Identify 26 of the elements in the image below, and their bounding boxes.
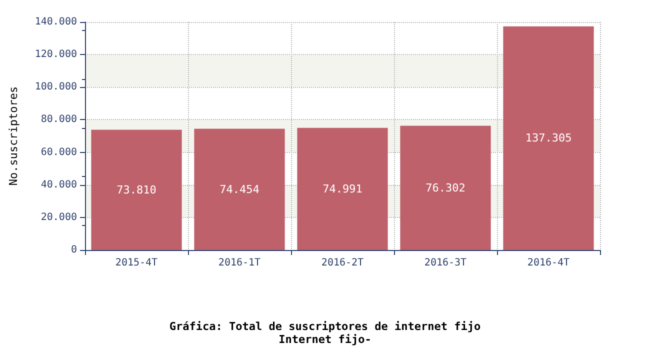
text: Internet fijo- [278,333,372,346]
y-tick-label: 0 [70,244,77,256]
x-tick-label: 2016-2T [321,258,364,268]
data-label: 76.302 [426,181,466,194]
data-label: 74.991 [322,182,362,196]
y-tick-label: 20.000 [40,212,77,223]
x-tick-label: 2016-1T [218,258,261,268]
data-label: 74.454 [220,182,260,196]
bar [400,126,491,250]
bar [194,128,285,250]
x-tick-label: 2016-3T [424,258,467,268]
bar [91,130,182,250]
data-label: 73.810 [116,183,156,196]
y-tick-label: 80.000 [40,114,77,126]
data-label: 137.305 [525,132,572,145]
text: Gráfica: Total de suscriptores de internet fijo [169,320,482,333]
y-axis-title: No.suscriptores [7,86,20,186]
y-tick-label: 120.000 [34,49,77,60]
y-tick-label: 60.000 [40,146,77,158]
bar [297,128,388,250]
bar [503,26,594,250]
x-tick-label: 2016-4T [527,258,570,268]
y-tick-label: 100.000 [34,82,77,93]
y-tick-label: 40.000 [40,179,77,190]
y-tick-label: 140.000 [34,16,77,28]
x-tick-label: 2015-4T [115,258,158,268]
